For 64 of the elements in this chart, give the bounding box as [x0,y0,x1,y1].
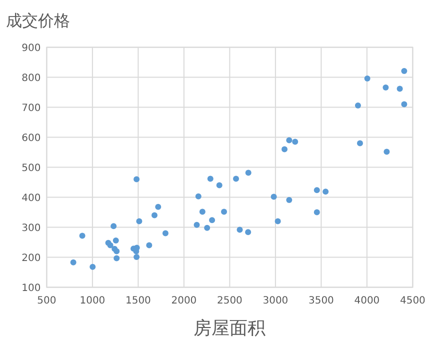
x-tick-label: 4500 [400,295,426,306]
point [204,224,210,231]
y-tick-label: 700 [22,102,41,114]
point [364,76,370,82]
point [382,84,389,90]
x-tick-label: 2500 [216,295,242,306]
point [286,137,292,144]
point [195,193,202,200]
point [314,209,320,216]
y-tick-label: 300 [22,222,41,234]
y-tick-label: 200 [22,252,41,264]
point [282,146,288,152]
point [194,222,200,228]
point [245,229,252,236]
point [314,187,320,194]
point [114,255,120,262]
y-tick-label: 900 [22,42,41,54]
x-tick-label: 4000 [354,295,380,306]
y-tick-label: 800 [22,72,41,84]
point [151,212,158,218]
point [322,188,329,195]
point [236,226,243,233]
y-tick-label: 100 [22,282,41,294]
point [70,259,76,266]
point [292,138,298,145]
point [90,264,96,270]
x-tick-label: 1000 [80,295,106,306]
point [114,248,120,254]
x-tick-label: 2000 [171,295,197,306]
point [216,182,222,188]
point [401,68,408,74]
x-tick-label: 500 [37,295,56,306]
point [134,176,140,182]
point [112,238,119,244]
point [245,170,252,176]
point [286,197,292,203]
point [221,208,228,215]
point [384,148,390,155]
point [207,176,214,182]
y-tick-label: 500 [22,162,41,174]
y-tick-label: 600 [22,132,41,144]
point [134,254,140,260]
point [155,204,162,210]
point [274,218,281,224]
y-tick-label: 400 [22,192,41,204]
point [356,140,363,146]
x-tick-label: 3000 [262,295,288,306]
point [110,223,117,230]
point [199,208,206,215]
x-axis-title: 房屋面积 [194,318,266,339]
point [396,86,403,92]
point [162,230,168,236]
point [79,232,86,239]
x-tick-label: 3500 [308,295,334,306]
point [209,217,216,224]
chart-title: 成交价格 [6,11,70,30]
point [136,218,142,224]
point [270,194,277,200]
x-tick-label: 1500 [125,295,151,306]
point [354,102,361,108]
point [107,242,114,248]
point [401,101,408,108]
point [146,242,152,248]
point [233,176,240,182]
